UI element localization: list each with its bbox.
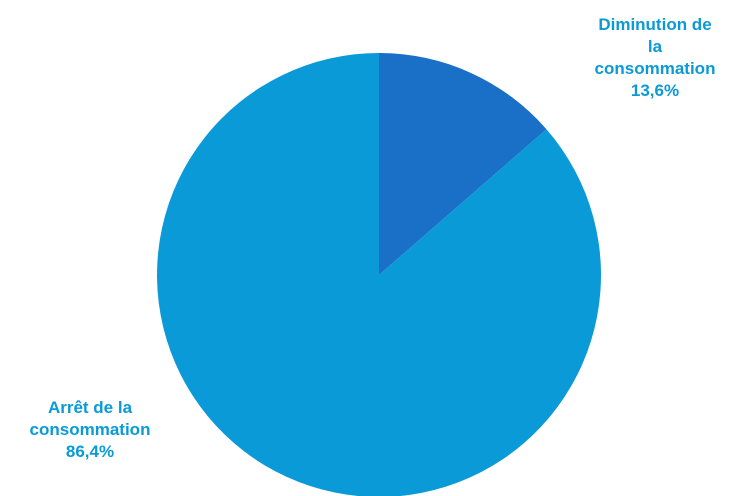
pie-slice-arret — [157, 53, 601, 496]
slice-label-arret-line-2: consommation — [29, 420, 151, 439]
slice-label-diminution-line-2: la — [647, 37, 663, 56]
slice-label-diminution: Diminution de la consommation 13,6% — [574, 14, 736, 102]
slice-label-arret-line-1: Arrêt de la — [47, 398, 133, 417]
slice-label-diminution-line-3: consommation — [594, 59, 716, 78]
slice-label-diminution-line-1: Diminution de — [598, 15, 712, 34]
pie-slice-diminution — [379, 53, 547, 275]
slice-label-arret: Arrêt de la consommation 86,4% — [0, 397, 180, 463]
slice-value-diminution: 13,6% — [630, 81, 680, 100]
slice-value-arret: 86,4% — [65, 442, 115, 461]
